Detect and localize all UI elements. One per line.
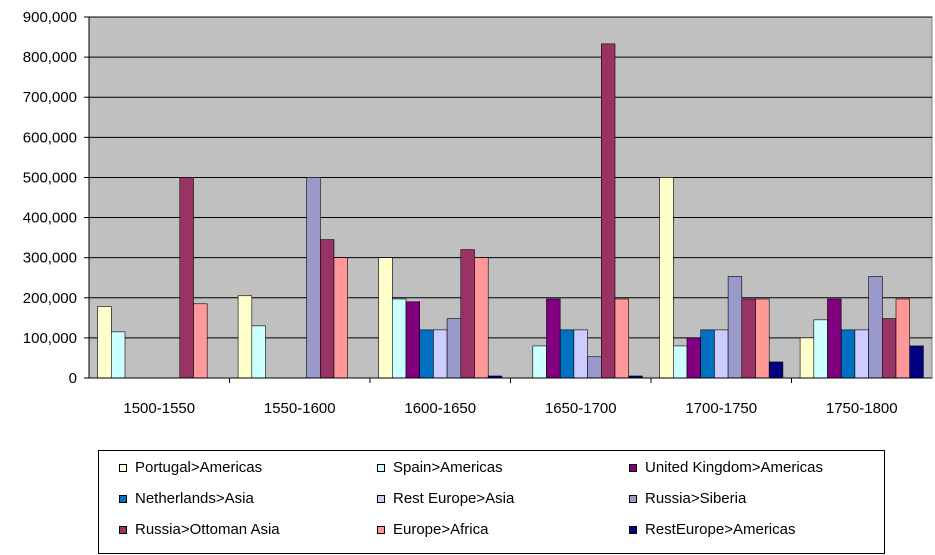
bar <box>179 177 194 379</box>
legend: Portugal>Americas Spain>Americas United Ki… <box>98 450 885 554</box>
y-tick-label: 900,000 <box>23 9 77 26</box>
legend-item: Portugal>Americas <box>119 459 262 476</box>
bar <box>111 331 126 379</box>
plot-area <box>88 16 933 379</box>
bar <box>237 295 253 379</box>
bar <box>768 361 784 379</box>
legend-label: Europe>Africa <box>393 521 489 538</box>
legend-swatch <box>377 525 385 534</box>
legend-label: Russia>Siberia <box>645 490 747 507</box>
bar <box>433 329 448 379</box>
legend-item: United Kingdom>Americas <box>629 459 823 476</box>
x-tick-label: 1550-1600 <box>264 400 336 417</box>
bar <box>881 318 897 379</box>
legend-swatch <box>629 494 637 503</box>
bar <box>813 319 828 379</box>
x-tick-label: 1600-1650 <box>404 400 476 417</box>
legend-swatch <box>629 463 637 472</box>
legend-item: Rest Europe>Asia <box>377 490 514 507</box>
bar <box>895 298 910 379</box>
legend-label: Netherlands>Asia <box>135 490 254 507</box>
y-tick-label: 200,000 <box>23 290 77 307</box>
y-tick-label: 700,000 <box>23 89 77 106</box>
legend-swatch <box>377 494 385 503</box>
legend-item: Spain>Americas <box>377 459 503 476</box>
legend-item: Russia>Ottoman Asia <box>119 521 280 538</box>
bar-chart: 0 100,000 200,000 300,000 400,000 500,000 600,… <box>23 9 933 417</box>
bar <box>909 345 924 379</box>
x-tick-labels: 1500-1550 1550-1600 1600-1650 1650-1700 1700… <box>123 400 897 417</box>
bar <box>446 318 462 379</box>
bar <box>319 239 335 379</box>
y-tick-label: 500,000 <box>23 169 77 186</box>
bar <box>532 345 547 379</box>
bar <box>97 306 112 379</box>
bar <box>378 257 393 379</box>
y-tick-label: 100,000 <box>23 330 77 347</box>
y-tick-label: 600,000 <box>23 129 77 146</box>
bar <box>614 298 629 379</box>
bar <box>460 249 475 379</box>
bar <box>686 337 701 379</box>
bar <box>333 257 348 379</box>
bar <box>193 303 208 379</box>
legend-item: RestEurope>Americas <box>629 521 795 538</box>
legend-swatch <box>119 463 127 472</box>
legend-swatch <box>119 494 127 503</box>
bar <box>587 356 602 379</box>
bar <box>741 298 756 379</box>
legend-label: United Kingdom>Americas <box>645 459 824 476</box>
legend-item: Netherlands>Asia <box>119 490 254 507</box>
bar <box>714 329 729 379</box>
legend-label: Spain>Americas <box>393 459 503 476</box>
gridlines <box>84 16 932 383</box>
bar <box>840 329 856 379</box>
bar <box>827 298 842 379</box>
axes <box>88 17 932 379</box>
bar <box>600 43 616 379</box>
bar <box>700 329 715 379</box>
bars <box>97 43 924 379</box>
legend-label: Portugal>Americas <box>135 459 263 476</box>
bar <box>559 329 575 379</box>
bar <box>868 276 883 379</box>
bar <box>573 329 588 379</box>
legend-swatch <box>119 525 127 534</box>
bar <box>405 301 420 379</box>
bar <box>391 298 407 379</box>
legend-item: Europe>Africa <box>377 521 488 538</box>
bar <box>546 298 561 379</box>
y-tick-label: 300,000 <box>23 250 77 267</box>
legend-swatch <box>377 463 385 472</box>
bar <box>659 177 674 379</box>
legend-swatch <box>629 525 637 534</box>
bar <box>474 257 489 379</box>
legend-label: Russia>Ottoman Asia <box>135 521 280 538</box>
bar <box>727 276 743 379</box>
y-tick-label: 800,000 <box>23 49 77 66</box>
bar <box>854 329 869 379</box>
x-tick-label: 1500-1550 <box>123 400 195 417</box>
x-tick-label: 1650-1700 <box>545 400 617 417</box>
bar <box>419 329 434 379</box>
y-tick-label: 400,000 <box>23 210 77 227</box>
bar <box>799 337 815 379</box>
legend-item: Russia>Siberia <box>629 490 746 507</box>
bar <box>755 298 770 379</box>
legend-label: Rest Europe>Asia <box>393 490 515 507</box>
bar <box>672 345 688 379</box>
y-tick-label: 0 <box>69 370 77 387</box>
legend-label: RestEurope>Americas <box>645 521 796 538</box>
bar <box>251 325 266 379</box>
x-tick-label: 1750-1800 <box>826 400 898 417</box>
y-tick-labels: 0 100,000 200,000 300,000 400,000 500,000 600,… <box>23 9 77 387</box>
x-tick-label: 1700-1750 <box>685 400 757 417</box>
bar <box>306 177 321 379</box>
